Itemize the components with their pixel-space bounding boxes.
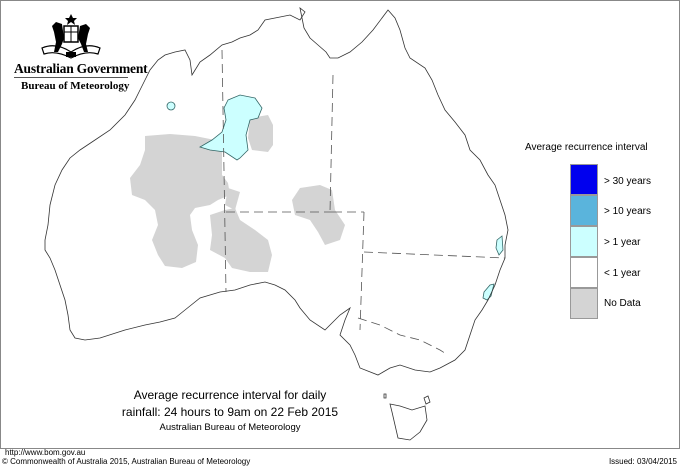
legend-swatch-gt-10-years (570, 195, 598, 226)
coat-of-arms-icon (41, 14, 101, 59)
government-title: Australian Government (14, 61, 148, 76)
legend-swatch-gt-30-years (570, 164, 598, 195)
legend-title: Average recurrence interval (525, 142, 648, 153)
state-borders (221, 49, 506, 356)
legend-label-gt-30-years: > 30 years (604, 176, 651, 187)
gt-1-year-regions (166, 94, 504, 301)
legend-label-no-data: No Data (604, 298, 641, 309)
website-link[interactable]: http://www.bom.gov.au (5, 448, 86, 457)
coastline-tasmania (389, 403, 428, 441)
australia-map (44, 7, 509, 441)
legend-swatch-no-data (570, 288, 598, 319)
legend-label-gt-10-years: > 10 years (604, 206, 651, 217)
caption-line-1: Average recurrence interval for daily (133, 388, 327, 402)
coastline-mainland (44, 7, 509, 376)
legend-swatch-gt-1-year (570, 226, 598, 257)
copyright-notice: © Commonwealth of Australia 2015, Austra… (2, 457, 251, 466)
legend-label-lt-1-year: < 1 year (604, 268, 641, 279)
agency-title: Bureau of Meteorology (21, 80, 130, 92)
no-data-regions (130, 115, 345, 272)
header-divider (14, 77, 128, 78)
caption-line-2: rainfall: 24 hours to 9am on 22 Feb 2015 (121, 405, 339, 419)
caption-source: Australian Bureau of Meteorology (159, 422, 301, 433)
legend-label-gt-1-year: > 1 year (604, 237, 641, 248)
issued-date: Issued: 03/04/2015 (608, 457, 677, 466)
legend-swatch-lt-1-year (570, 257, 598, 288)
coat-of-arms-logo (10, 12, 132, 60)
